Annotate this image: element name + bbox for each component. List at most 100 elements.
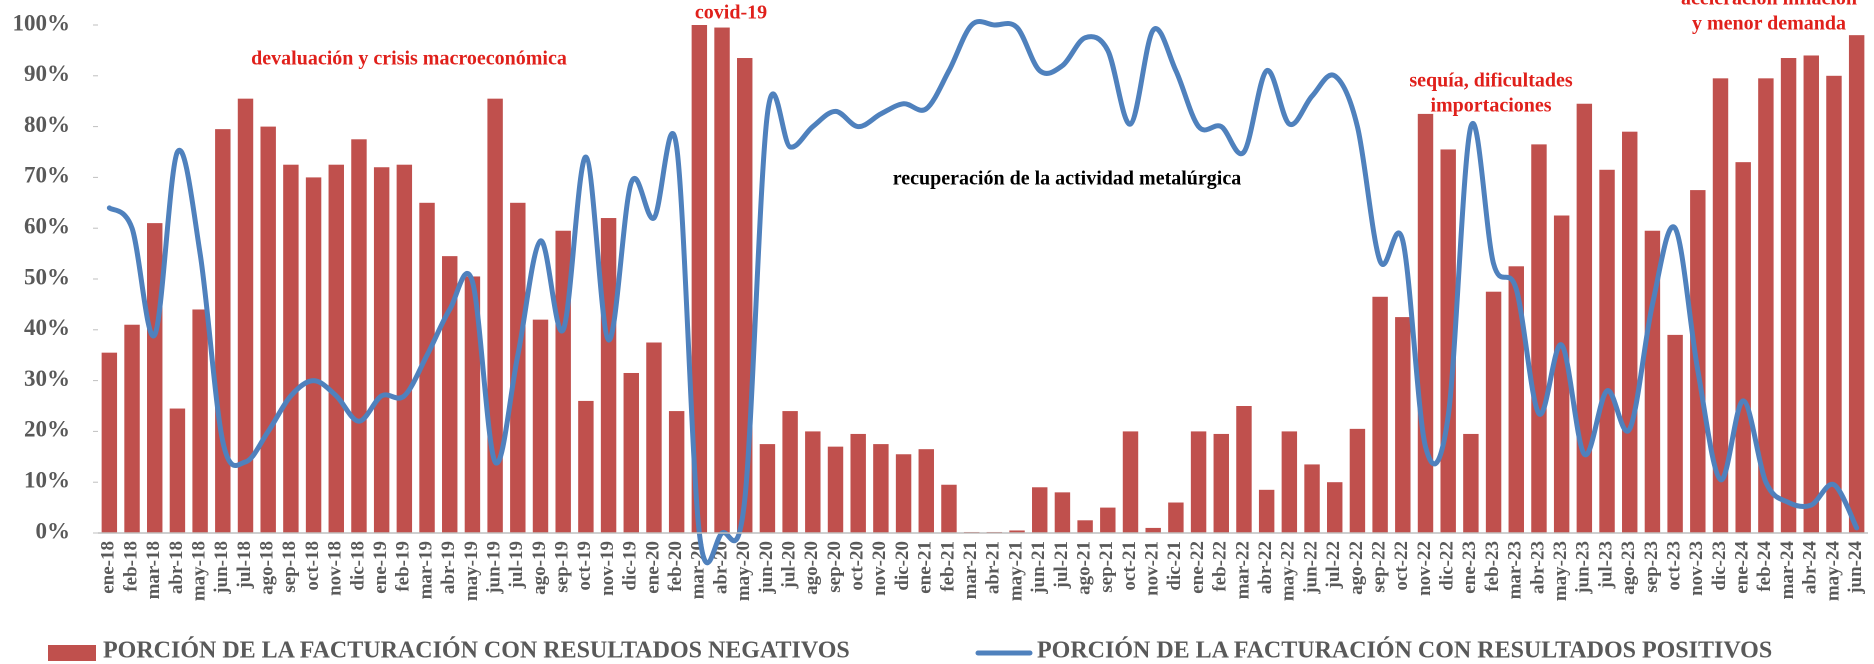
y-tick-label: 50%: [24, 264, 70, 289]
annotation: recuperación de la actividad metalúrgica: [893, 168, 1241, 190]
bar: [1327, 482, 1343, 533]
x-tick-label: dic-23: [1709, 541, 1730, 591]
bar: [646, 342, 662, 533]
x-tick-label: nov-19: [597, 541, 618, 596]
bar: [260, 126, 276, 533]
bar: [1372, 296, 1388, 533]
bar: [396, 164, 413, 533]
x-tick-label: abr-24: [1800, 541, 1821, 595]
x-tick-label: nov-21: [1142, 541, 1163, 596]
x-tick-label: ago-19: [529, 541, 550, 595]
x-tick-label: mar-23: [1505, 541, 1526, 599]
bar: [215, 129, 231, 533]
x-tick-label: abr-20: [710, 541, 731, 594]
bar: [1826, 75, 1842, 534]
bar: [850, 433, 866, 533]
bar: [147, 223, 163, 533]
bar: [373, 167, 390, 534]
x-tick-label: jun-19: [483, 541, 504, 595]
x-tick-label: ene-22: [1187, 541, 1208, 594]
bar: [623, 372, 639, 533]
bar: [351, 139, 367, 534]
x-tick-label: sep-22: [1368, 541, 1389, 593]
x-tick-label: mar-24: [1777, 541, 1798, 600]
bar: [328, 164, 344, 533]
bar: [1100, 507, 1116, 533]
x-tick-label: nov-18: [325, 541, 346, 596]
legend-swatch: [48, 645, 96, 661]
legend-label: PORCIÓN DE LA FACTURACIÓN CON RESULTADOS…: [1037, 637, 1772, 664]
x-tick-label: jun-24: [1845, 541, 1866, 595]
bar: [941, 484, 957, 533]
x-tick-label: dic-20: [892, 541, 913, 591]
x-tick-label: mar-21: [960, 541, 981, 599]
bar: [873, 444, 889, 533]
x-tick-label: oct-21: [1119, 541, 1140, 591]
x-tick-label: oct-23: [1663, 541, 1684, 591]
x-tick-label: dic-18: [347, 541, 368, 591]
x-tick-label: jun-20: [756, 541, 777, 595]
x-tick-label: jun-18: [211, 541, 232, 595]
y-tick-label: 10%: [24, 467, 70, 492]
bar: [1463, 433, 1479, 533]
bar: [1712, 78, 1729, 533]
x-tick-label: jun-22: [1300, 541, 1321, 595]
bar: [1599, 169, 1615, 533]
x-tick-label: feb-18: [120, 541, 141, 592]
bar: [782, 411, 798, 533]
bar: [1145, 527, 1161, 533]
x-tick-label: may-23: [1550, 541, 1571, 601]
bar: [1576, 103, 1593, 534]
bar: [1848, 35, 1865, 533]
x-tick-label: jun-21: [1028, 541, 1049, 595]
x-tick-label: nov-22: [1414, 541, 1435, 596]
bar: [442, 256, 458, 533]
bar: [578, 400, 594, 533]
x-tick-label: sep-18: [279, 541, 300, 593]
bar: [1236, 406, 1252, 533]
bar: [600, 218, 617, 534]
x-tick-label: dic-19: [620, 541, 641, 591]
bar: [1054, 492, 1071, 533]
bar: [1508, 266, 1524, 533]
x-tick-label: jul-22: [1323, 541, 1344, 590]
bar: [169, 408, 186, 533]
line: [106, 19, 1860, 566]
x-tick-label: abr-23: [1527, 541, 1548, 594]
bar: [759, 444, 776, 533]
bar: [1758, 78, 1774, 533]
x-tick-label: oct-18: [302, 541, 323, 591]
bar: [124, 324, 140, 533]
x-tick-label: nov-20: [869, 541, 890, 596]
bar: [1417, 113, 1434, 534]
x-tick-label: ago-23: [1618, 541, 1639, 595]
x-tick-label: mar-19: [415, 541, 436, 599]
x-tick-label: oct-22: [1391, 541, 1412, 591]
x-tick-label: ene-24: [1732, 541, 1753, 594]
x-tick-label: feb-22: [1210, 541, 1231, 592]
x-tick-label: may-22: [1278, 541, 1299, 601]
x-tick-label: ago-21: [1073, 541, 1094, 595]
bar: [1735, 162, 1751, 533]
x-tick-label: mar-20: [688, 541, 709, 599]
x-tick-label: feb-23: [1482, 541, 1503, 592]
bar: [487, 98, 503, 533]
bar: [827, 446, 844, 533]
x-tick-label: may-20: [733, 541, 754, 601]
x-tick-label: ene-19: [370, 541, 391, 594]
bar: [1032, 487, 1048, 533]
x-tick-label: jul-21: [1051, 541, 1072, 590]
x-tick-label: feb-21: [937, 541, 958, 592]
bar: [691, 25, 708, 533]
bar: [1667, 334, 1683, 533]
x-tick-label: jul-18: [234, 541, 255, 590]
bar: [805, 431, 821, 533]
annotation: importaciones: [1430, 95, 1551, 117]
x-tick-label: oct-20: [847, 541, 868, 591]
x-tick-label: mar-18: [143, 541, 164, 599]
bar: [1644, 230, 1661, 534]
y-tick-label: 60%: [24, 213, 70, 238]
bar: [1395, 317, 1411, 533]
x-tick-label: sep-20: [824, 541, 845, 593]
